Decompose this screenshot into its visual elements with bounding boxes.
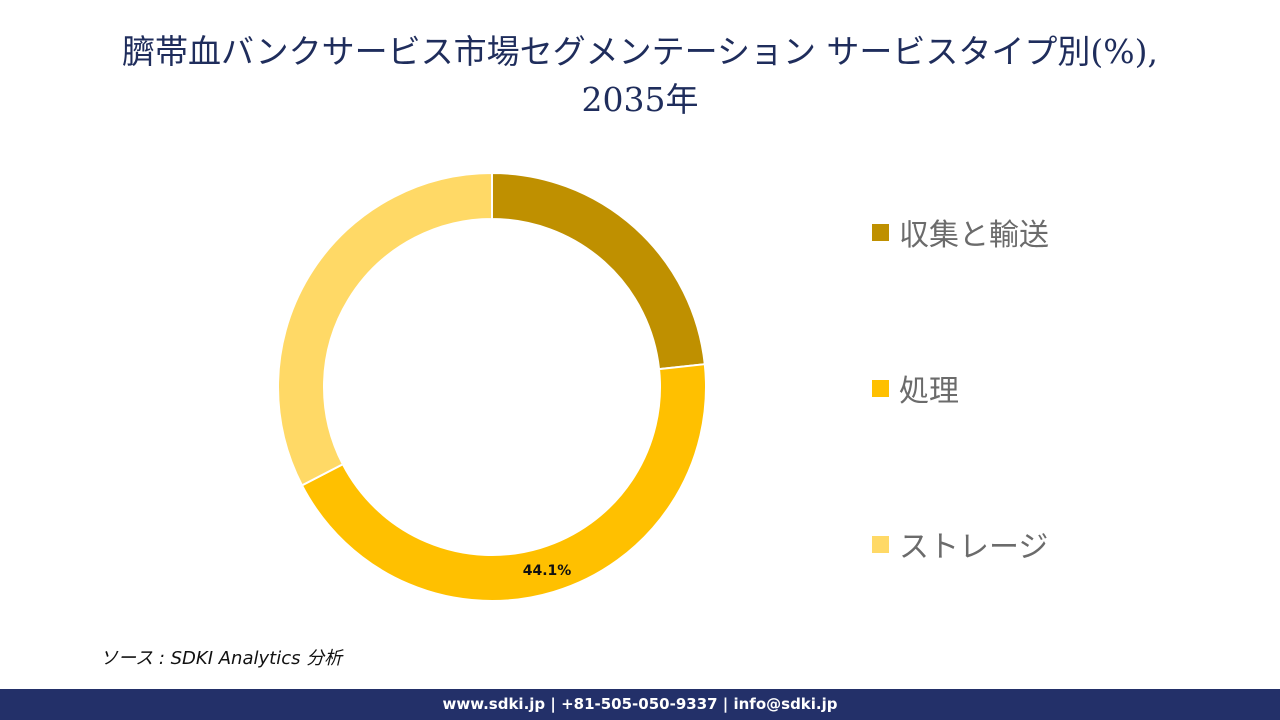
source-note: ソース : SDKI Analytics 分析 (100, 648, 343, 669)
legend-label: 収集と輸送 (899, 218, 1049, 253)
legend-item-1: 収集と輸送 (872, 210, 1049, 254)
legend-label: ストレージ (899, 530, 1049, 565)
footer-contact-bar: www.sdki.jp | +81-505-050-9337 | info@sd… (0, 689, 1280, 720)
legend-swatch (872, 535, 889, 553)
chart-title-line-2: 2035年 (581, 80, 699, 119)
chart-title: 臍帯血バンクサービス市場セグメンテーション サービスタイプ別(%), 2035年 (40, 28, 1240, 124)
data-label-2: 44.1% (523, 563, 572, 579)
legend-label: 処理 (899, 374, 959, 409)
chart-legend: 収集と輸送処理ストレージ (872, 210, 1202, 570)
legend-item-2: 処理 (872, 366, 959, 410)
legend-swatch (872, 379, 889, 397)
donut-slice-1 (491, 171, 706, 371)
donut-chart: 44.1% (277, 171, 707, 602)
chart-title-line-1: 臍帯血バンクサービス市場セグメンテーション サービスタイプ別(%), (121, 32, 1159, 71)
legend-swatch (872, 223, 889, 241)
donut-slice-3 (277, 171, 493, 487)
legend-item-3: ストレージ (872, 522, 1048, 566)
donut-slice-2 (300, 363, 707, 602)
